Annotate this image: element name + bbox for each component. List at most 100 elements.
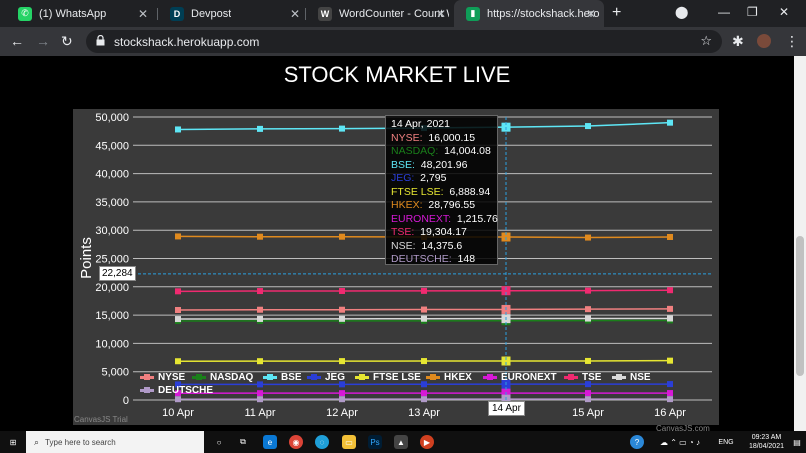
data-point[interactable] [585, 306, 591, 313]
data-point[interactable] [175, 396, 181, 403]
data-point[interactable] [339, 233, 345, 240]
data-point[interactable] [175, 288, 181, 295]
data-point[interactable] [339, 125, 345, 132]
data-point[interactable] [257, 315, 263, 322]
taskbar-clock[interactable]: 09:23 AM 18/04/2021 [749, 433, 784, 451]
tray-icons[interactable]: ☁ ⌃ ▭ ◔ ♪ [660, 437, 700, 447]
data-point[interactable] [667, 119, 673, 126]
data-point[interactable] [421, 358, 427, 365]
data-point[interactable] [175, 316, 181, 323]
legend-item[interactable]: JEG [307, 372, 345, 383]
data-point[interactable] [667, 357, 673, 364]
legend-item[interactable]: NSE [612, 372, 651, 383]
data-point[interactable] [175, 307, 181, 314]
taskbar-search[interactable]: ⌕ Type here to search [26, 431, 204, 453]
restore-icon[interactable]: ❐ [747, 5, 758, 19]
profile-avatar[interactable] [757, 34, 771, 48]
chrome-icon[interactable]: ◉ [289, 435, 303, 449]
scrollbar[interactable] [794, 56, 806, 431]
data-point[interactable] [175, 233, 181, 240]
data-point[interactable] [175, 126, 181, 133]
data-point[interactable] [339, 396, 345, 403]
data-point[interactable] [667, 287, 673, 294]
reload-icon[interactable]: ↻ [61, 33, 73, 49]
help-icon[interactable]: ? [630, 435, 644, 449]
tab-search-icon[interactable]: ⬤ [675, 5, 689, 19]
data-point[interactable] [421, 390, 427, 397]
task-view-icon[interactable]: ⧉ [240, 437, 246, 446]
data-point[interactable] [421, 396, 427, 403]
data-point[interactable] [667, 315, 673, 322]
data-point[interactable] [585, 396, 591, 403]
data-point[interactable] [421, 306, 427, 313]
data-point[interactable] [339, 381, 345, 388]
edge-new-icon[interactable]: ◌ [315, 435, 329, 449]
data-point[interactable] [501, 356, 511, 366]
tab-devpost[interactable]: D Devpost ✕ [158, 0, 308, 27]
data-point[interactable] [257, 381, 263, 388]
app-icon[interactable]: ▲ [394, 435, 408, 449]
close-icon[interactable]: ✕ [435, 7, 446, 21]
data-point[interactable] [339, 315, 345, 322]
legend-item[interactable]: TSE [564, 372, 601, 383]
edge-icon[interactable]: e [263, 435, 277, 449]
watermark-right[interactable]: CanvasJS.com [656, 424, 710, 433]
data-point[interactable] [585, 381, 591, 388]
legend-item[interactable]: BSE [263, 372, 302, 383]
data-point[interactable] [585, 123, 591, 130]
data-point[interactable] [257, 288, 263, 295]
data-point[interactable] [339, 358, 345, 365]
legend-item[interactable]: NYSE [140, 372, 185, 383]
data-point[interactable] [667, 305, 673, 312]
data-point[interactable] [585, 315, 591, 322]
minimize-icon[interactable]: — [718, 5, 730, 19]
data-point[interactable] [421, 315, 427, 322]
app-icon-2[interactable]: ▶ [420, 435, 434, 449]
data-point[interactable] [175, 358, 181, 365]
close-icon[interactable]: ✕ [585, 7, 596, 21]
data-point[interactable] [667, 396, 673, 403]
legend-item[interactable]: DEUTSCHE [140, 385, 213, 396]
data-point[interactable] [257, 306, 263, 313]
data-point[interactable] [667, 381, 673, 388]
data-point[interactable] [421, 381, 427, 388]
data-point[interactable] [585, 234, 591, 241]
legend-item[interactable]: NASDAQ [192, 372, 253, 383]
cortana-icon[interactable]: ○ [216, 437, 222, 447]
data-point[interactable] [175, 381, 181, 388]
data-point[interactable] [667, 390, 673, 397]
data-point[interactable] [339, 287, 345, 294]
legend-item[interactable]: FTSE LSE [355, 372, 421, 383]
notification-icon[interactable]: ▤ [793, 437, 801, 447]
close-icon[interactable]: ✕ [137, 7, 148, 21]
data-point[interactable] [421, 287, 427, 294]
legend-item[interactable]: HKEX [426, 372, 472, 383]
legend-item[interactable]: EURONEXT [483, 372, 557, 383]
windows-start-icon[interactable]: ⊞ [9, 437, 17, 447]
back-icon[interactable]: ← [10, 33, 24, 49]
data-point[interactable] [257, 396, 263, 403]
photoshop-icon[interactable]: Ps [368, 435, 382, 449]
data-point[interactable] [257, 233, 263, 240]
data-point[interactable] [667, 233, 673, 240]
menu-icon[interactable]: ⋮ [785, 33, 799, 49]
data-point[interactable] [339, 306, 345, 313]
data-point[interactable] [257, 358, 263, 365]
data-point[interactable] [339, 390, 345, 397]
tab-stockshack[interactable]: ▮ https://stockshack.herok ✕ [454, 0, 604, 27]
data-point[interactable] [257, 125, 263, 132]
bookmark-star-icon[interactable]: ☆ [700, 33, 712, 48]
language-indicator[interactable]: ENG [718, 438, 734, 446]
close-icon[interactable]: ✕ [289, 7, 300, 21]
data-point[interactable] [257, 390, 263, 397]
tab-whatsapp[interactable]: ✆ (1) WhatsApp ✕ [6, 0, 156, 27]
explorer-icon[interactable]: ▭ [342, 435, 356, 449]
forward-icon[interactable]: → [36, 33, 50, 49]
new-tab-icon[interactable]: + [612, 4, 622, 21]
window-close-icon[interactable]: ✕ [779, 5, 790, 19]
data-point[interactable] [175, 390, 181, 397]
address-bar[interactable]: stockshack.herokuapp.com ☆ [86, 30, 722, 53]
data-point[interactable] [585, 287, 591, 294]
tab-wordcounter[interactable]: W WordCounter - Count W ✕ [306, 0, 454, 27]
